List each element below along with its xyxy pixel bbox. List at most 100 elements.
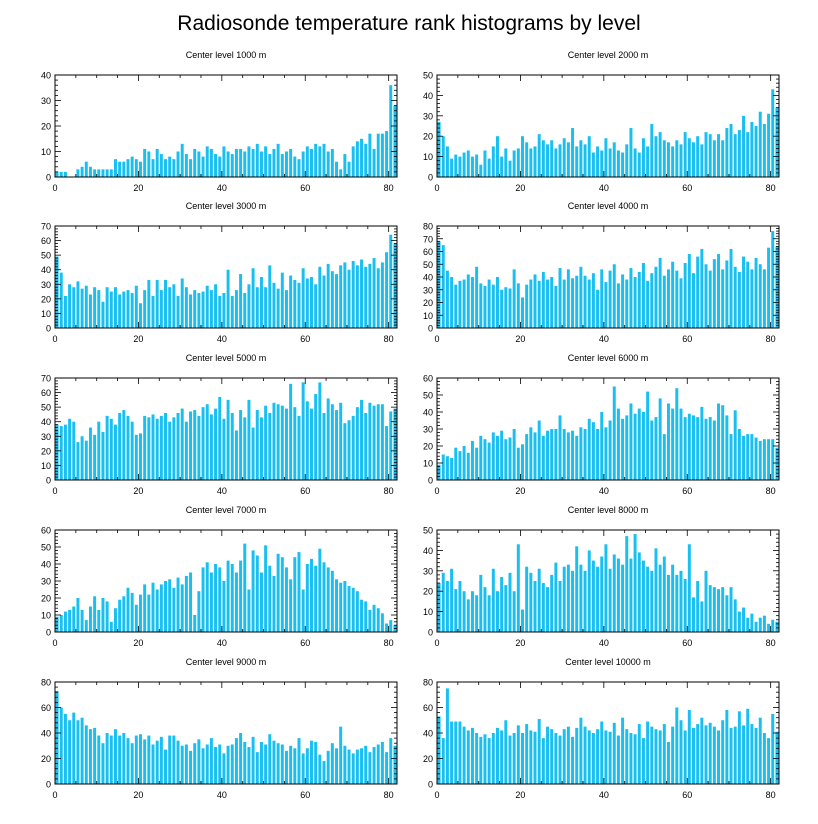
bar <box>297 159 301 177</box>
bar <box>529 279 533 328</box>
bar <box>297 282 301 328</box>
bar <box>139 433 142 480</box>
bar <box>247 747 251 784</box>
bar <box>389 85 393 177</box>
y-tick-label: 40 <box>423 273 433 283</box>
y-tick-label: 80 <box>41 678 51 688</box>
bar <box>172 587 176 632</box>
bar <box>646 280 650 328</box>
bar <box>487 595 491 632</box>
bar <box>666 574 670 632</box>
bar <box>389 234 393 328</box>
bar <box>297 552 301 632</box>
y-tick-label: 10 <box>41 147 51 157</box>
chart-panel: Center level 4000 m 0 20 40 60 80 0 10 20 30 40 50 6… <box>423 201 780 344</box>
bars <box>55 690 397 785</box>
bar <box>717 589 721 632</box>
bar <box>272 740 276 784</box>
bar <box>529 730 533 784</box>
bar <box>591 560 595 632</box>
bar <box>339 582 343 632</box>
bar <box>733 266 737 328</box>
bar <box>272 402 276 480</box>
bar <box>658 132 662 177</box>
panels: Center level 1000 m0 20 40 60 80010203040Cen… <box>41 50 780 800</box>
bar <box>139 161 142 177</box>
bar <box>322 412 326 480</box>
panel-title: Center level 6000 m <box>568 353 649 363</box>
bar <box>180 584 184 632</box>
bar <box>193 743 197 784</box>
bar <box>364 601 368 632</box>
bar <box>164 159 168 177</box>
bar <box>491 733 495 784</box>
bar <box>209 290 213 328</box>
chart-panel: Center level 7000 m 0 20 40 60 80 0 10 20 30 40 50 6… <box>41 505 398 648</box>
y-tick-label: 30 <box>423 566 433 576</box>
bar <box>516 544 520 632</box>
x-tick-label: 60 <box>682 486 692 496</box>
bar <box>591 273 595 328</box>
bar <box>105 287 109 328</box>
bar <box>445 581 449 632</box>
bar <box>268 412 272 480</box>
bar <box>495 277 499 328</box>
bar <box>97 735 101 784</box>
bar <box>712 587 716 632</box>
bar <box>746 708 750 784</box>
bar <box>662 434 666 480</box>
bar <box>339 169 343 177</box>
bar <box>604 427 608 480</box>
bar <box>109 621 113 632</box>
bar <box>525 434 529 480</box>
bar <box>72 421 76 480</box>
bar <box>218 567 222 632</box>
bar <box>733 599 737 632</box>
bar <box>504 148 508 177</box>
chart-panel: Center level 6000 m 0 20 40 60 80 0 10 20 30 40 50 6… <box>423 353 780 496</box>
panel-title: Center level 4000 m <box>568 201 649 211</box>
bar <box>625 279 629 328</box>
bar <box>571 128 575 177</box>
bar <box>264 405 268 480</box>
bar <box>566 726 570 785</box>
bar <box>721 269 725 328</box>
bar <box>130 592 134 632</box>
bar <box>293 557 297 632</box>
bar <box>700 144 704 177</box>
x-tick-label: 60 <box>300 486 310 496</box>
bars <box>437 386 779 480</box>
bar <box>230 564 234 632</box>
bar <box>264 744 268 784</box>
bar <box>708 417 712 480</box>
bar <box>508 572 512 632</box>
bar <box>393 745 397 784</box>
bar <box>437 121 441 177</box>
bar <box>360 138 364 177</box>
bar <box>637 152 641 177</box>
bar <box>205 285 209 328</box>
bar <box>330 148 334 177</box>
bar <box>122 733 126 784</box>
bar <box>297 415 301 480</box>
bar <box>683 132 687 177</box>
bar <box>541 271 545 328</box>
x-tick-label: 60 <box>300 790 310 800</box>
bar <box>579 427 583 480</box>
bar <box>729 727 733 784</box>
bar <box>372 747 376 784</box>
bar <box>197 151 201 177</box>
bar <box>767 439 771 480</box>
bar <box>692 273 695 328</box>
panel-title: Center level 5000 m <box>186 353 267 363</box>
bar <box>621 418 625 480</box>
bar <box>280 154 284 177</box>
bar <box>205 146 209 177</box>
bar <box>550 729 554 784</box>
bar <box>76 281 80 328</box>
bar <box>596 429 600 480</box>
bar <box>393 243 397 328</box>
y-tick-label: 70 <box>423 234 433 244</box>
bar <box>470 277 474 328</box>
bar <box>55 256 59 328</box>
